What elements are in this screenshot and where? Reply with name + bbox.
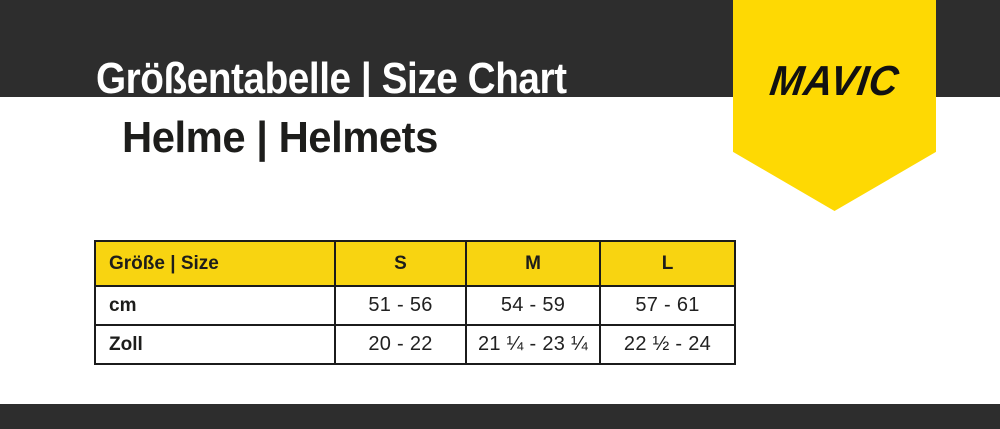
col-header-m: M [465,240,601,287]
page-title: Größentabelle | Size Chart [96,54,567,103]
bottom-bar [0,404,1000,429]
row-label-zoll: Zoll [94,324,336,365]
col-header-s: S [334,240,467,287]
table-row-cm: cm 51 - 56 54 - 59 57 - 61 [94,285,736,326]
value-zoll-m: 21 ¼ - 23 ¼ [465,324,601,365]
mavic-logo: MAVIC [767,57,902,104]
table-row-zoll: Zoll 20 - 22 21 ¼ - 23 ¼ 22 ½ - 24 [94,324,736,365]
value-cm-l: 57 - 61 [599,285,736,326]
page-subtitle: Helme | Helmets [122,113,438,162]
value-cm-s: 51 - 56 [334,285,467,326]
value-zoll-s: 20 - 22 [334,324,467,365]
col-header-size-label: Größe | Size [94,240,336,287]
value-cm-m: 54 - 59 [465,285,601,326]
mavic-ribbon: MAVIC [733,0,936,211]
size-table: Größe | Size S M L cm 51 - 56 54 - 59 57… [94,240,736,365]
row-label-cm: cm [94,285,336,326]
col-header-l: L [599,240,736,287]
value-zoll-l: 22 ½ - 24 [599,324,736,365]
table-header-row: Größe | Size S M L [94,240,736,287]
